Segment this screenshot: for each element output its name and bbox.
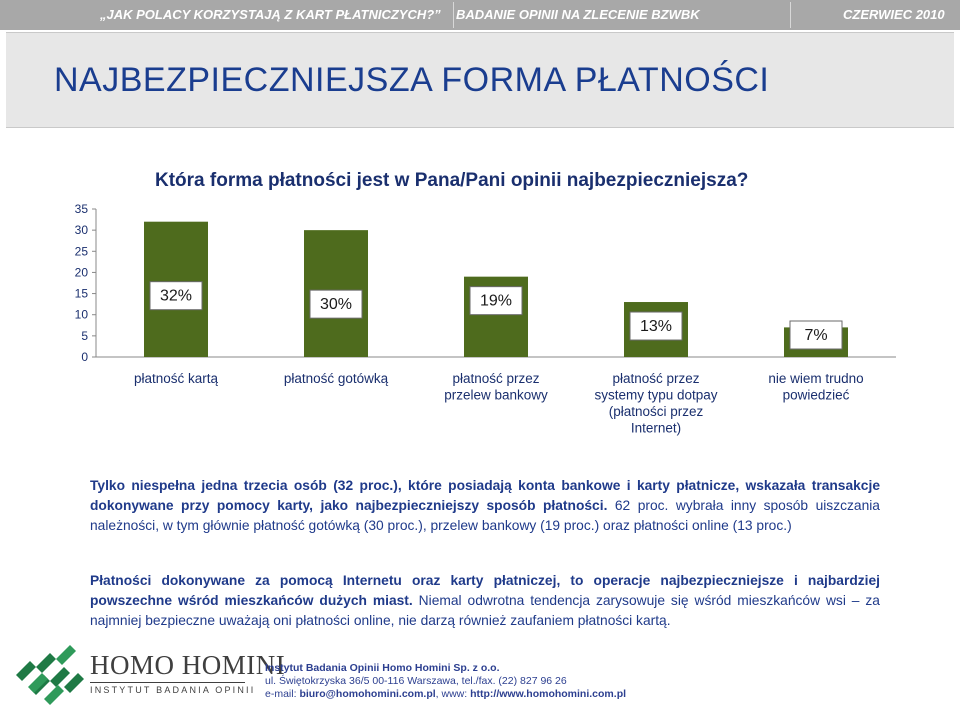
y-tick-label: 10 bbox=[75, 308, 89, 322]
paragraph-1-text: 62 proc. wybrała inny sposób uiszczania … bbox=[90, 498, 880, 533]
header-survey-title: „JAK POLACY KORZYSTAJĄ Z KART PŁATNICZYC… bbox=[100, 7, 441, 22]
data-label-box bbox=[149, 281, 203, 311]
y-tick-label: 25 bbox=[75, 244, 89, 258]
email-link[interactable]: biuro@homohomini.com.pl bbox=[299, 688, 436, 700]
company-address: ul. Świętokrzyska 36/5 00-116 Warszawa, … bbox=[265, 675, 567, 687]
paragraph-1: Tylko niespełna jedna trzecia osób (32 p… bbox=[90, 476, 880, 536]
chart-question: Która forma płatności jest w Pana/Pani o… bbox=[155, 170, 749, 191]
company-web: e-mail: biuro@homohomini.com.pl, www: ht… bbox=[265, 688, 626, 701]
y-tick-label: 30 bbox=[75, 223, 89, 237]
category-label: płatność kartą bbox=[134, 371, 219, 386]
paragraph-2: Płatności dokonywane za pomocą Internetu… bbox=[90, 571, 880, 631]
data-label-box bbox=[309, 289, 363, 319]
www-label: , www: bbox=[435, 688, 468, 700]
homo-homini-logo-icon bbox=[16, 645, 84, 705]
brand-block: HOMO HOMINI INSTYTUT BADANIA OPINII bbox=[90, 650, 285, 695]
company-name: Instytut Badania Opinii Homo Homini Sp. … bbox=[265, 662, 500, 674]
data-label-box bbox=[629, 311, 683, 341]
website-link[interactable]: http://www.homohomini.com.pl bbox=[470, 688, 627, 700]
data-label: 30% bbox=[320, 296, 352, 313]
email-label: e-mail: bbox=[265, 688, 297, 700]
y-tick-label: 35 bbox=[75, 202, 89, 216]
slide-title: NAJBEZPIECZNIEJSZA FORMA PŁATNOŚCI bbox=[54, 61, 770, 99]
data-label: 7% bbox=[804, 327, 827, 344]
category-label: płatność przez przelew bankowy bbox=[444, 371, 548, 403]
brand-name: HOMO HOMINI bbox=[90, 650, 286, 680]
data-label: 13% bbox=[640, 318, 672, 335]
data-label: 19% bbox=[480, 293, 512, 310]
category-label: nie wiem trudno powiedzieć bbox=[768, 371, 863, 403]
data-label: 32% bbox=[160, 288, 192, 305]
slide-title-box: NAJBEZPIECZNIEJSZA FORMA PŁATNOŚCI bbox=[6, 32, 954, 128]
y-tick-label: 5 bbox=[81, 329, 88, 343]
y-tick-label: 0 bbox=[81, 350, 88, 364]
brand-divider bbox=[90, 682, 245, 683]
header-separator bbox=[790, 2, 791, 28]
data-label-box bbox=[789, 320, 843, 350]
category-label: płatność przez systemy typu dotpay (płatno… bbox=[594, 371, 717, 436]
category-label: płatność gotówką bbox=[284, 371, 389, 386]
header-date: CZERWIEC 2010 bbox=[843, 7, 945, 22]
paragraph-2-bold: Płatności dokonywane za pomocą Internetu… bbox=[90, 573, 880, 608]
brand-subtitle: INSTYTUT BADANIA OPINII bbox=[90, 685, 256, 695]
paragraph-1-bold: Tylko niespełna jedna trzecia osób (32 p… bbox=[90, 478, 880, 513]
paragraph-2-text: Niemal odwrotna tendencja zarysowuje się… bbox=[90, 593, 880, 628]
bar-chart: 0 5 10 15 20 25 30 35 32% płatność kartą 30% płatno… bbox=[75, 202, 896, 436]
y-tick-label: 20 bbox=[75, 265, 89, 279]
header-separator bbox=[453, 2, 454, 28]
y-tick-label: 15 bbox=[75, 287, 89, 301]
header-bar: „JAK POLACY KORZYSTAJĄ Z KART PŁATNICZYC… bbox=[0, 0, 960, 30]
contact-block: Instytut Badania Opinii Homo Homini Sp. … bbox=[265, 662, 626, 701]
header-client: BADANIE OPINII NA ZLECENIE BZWBK bbox=[456, 7, 700, 22]
data-label-box bbox=[469, 286, 523, 316]
